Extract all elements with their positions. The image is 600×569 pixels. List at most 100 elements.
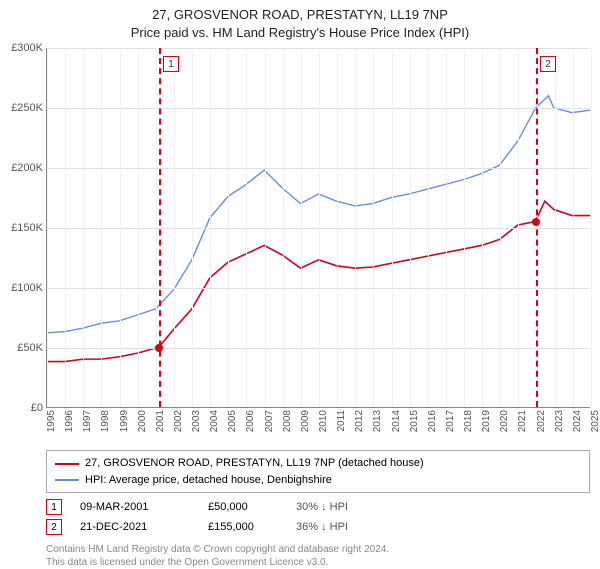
chart-plot-area: £0£50K£100K£150K£200K£250K£300K12: [46, 48, 590, 408]
x-gridline: [265, 48, 266, 407]
event-delta: 36% ↓ HPI: [296, 521, 396, 533]
x-gridline: [283, 48, 284, 407]
x-tick-label: 2000: [137, 410, 148, 432]
y-tick-label: £250K: [11, 102, 43, 114]
x-tick-label: 1996: [64, 410, 75, 432]
event-price: £155,000: [208, 521, 278, 533]
x-gridline: [228, 48, 229, 407]
x-gridline: [591, 48, 592, 407]
legend-swatch-2: [55, 479, 79, 481]
title-block: 27, GROSVENOR ROAD, PRESTATYN, LL19 7NP …: [0, 0, 600, 44]
y-tick-label: £100K: [11, 282, 43, 294]
x-gridline: [319, 48, 320, 407]
x-gridline: [428, 48, 429, 407]
x-gridline: [464, 48, 465, 407]
event-delta: 30% ↓ HPI: [296, 501, 396, 513]
x-tick-label: 2006: [245, 410, 256, 432]
events-table: 1 09-MAR-2001 £50,000 30% ↓ HPI 2 21-DEC-2021…: [46, 497, 590, 537]
event-line-2: [536, 48, 538, 407]
y-tick-label: £50K: [17, 342, 43, 354]
footer: Contains HM Land Registry data © Crown c…: [46, 543, 590, 569]
x-gridline: [120, 48, 121, 407]
x-gridline: [392, 48, 393, 407]
x-tick-label: 2004: [209, 410, 220, 432]
x-gridline: [500, 48, 501, 407]
x-tick-label: 1997: [82, 410, 93, 432]
title-line-2: Price paid vs. HM Land Registry's House …: [0, 24, 600, 42]
y-tick-label: £150K: [11, 222, 43, 234]
x-tick-label: 2025: [590, 410, 600, 432]
legend-label-1: 27, GROSVENOR ROAD, PRESTATYN, LL19 7NP …: [85, 455, 424, 472]
x-gridline: [174, 48, 175, 407]
x-tick-label: 2017: [445, 410, 456, 432]
x-gridline: [83, 48, 84, 407]
x-tick-label: 2022: [536, 410, 547, 432]
x-tick-label: 2010: [318, 410, 329, 432]
legend-box: 27, GROSVENOR ROAD, PRESTATYN, LL19 7NP …: [46, 450, 590, 493]
x-tick-label: 2014: [391, 410, 402, 432]
x-gridline: [192, 48, 193, 407]
x-gridline: [138, 48, 139, 407]
x-tick-label: 1998: [100, 410, 111, 432]
x-tick-label: 2019: [481, 410, 492, 432]
legend-label-2: HPI: Average price, detached house, Denb…: [85, 472, 332, 489]
x-tick-label: 2012: [354, 410, 365, 432]
event-date: 09-MAR-2001: [80, 501, 190, 513]
x-tick-label: 2003: [191, 410, 202, 432]
x-axis-labels: 1995 1996 1997 1998 1999 2000 2001 2002 2003 2004…: [46, 408, 590, 446]
x-tick-label: 1999: [119, 410, 130, 432]
x-gridline: [210, 48, 211, 407]
event-badge-2: 2: [540, 56, 556, 72]
x-gridline: [156, 48, 157, 407]
x-tick-label: 2013: [372, 410, 383, 432]
x-gridline: [337, 48, 338, 407]
x-tick-label: 2024: [572, 410, 583, 432]
footer-line-2: This data is licensed under the Open Gov…: [46, 556, 590, 569]
x-tick-label: 2021: [517, 410, 528, 432]
event-price: £50,000: [208, 501, 278, 513]
event-line-1: [159, 48, 161, 407]
x-gridline: [446, 48, 447, 407]
chart-container: 27, GROSVENOR ROAD, PRESTATYN, LL19 7NP …: [0, 0, 600, 560]
event-row-2: 2 21-DEC-2021 £155,000 36% ↓ HPI: [46, 517, 590, 537]
x-tick-label: 2016: [427, 410, 438, 432]
event-marker-2: [532, 218, 540, 226]
y-tick-label: £200K: [11, 162, 43, 174]
x-gridline: [410, 48, 411, 407]
x-tick-label: 2018: [463, 410, 474, 432]
event-row-1: 1 09-MAR-2001 £50,000 30% ↓ HPI: [46, 497, 590, 517]
y-tick-label: £300K: [11, 42, 43, 54]
x-gridline: [355, 48, 356, 407]
event-date: 21-DEC-2021: [80, 521, 190, 533]
x-tick-label: 2023: [554, 410, 565, 432]
title-line-1: 27, GROSVENOR ROAD, PRESTATYN, LL19 7NP: [0, 6, 600, 24]
legend-row-series-1: 27, GROSVENOR ROAD, PRESTATYN, LL19 7NP …: [55, 455, 581, 472]
x-tick-label: 2002: [173, 410, 184, 432]
x-tick-label: 2009: [300, 410, 311, 432]
x-gridline: [246, 48, 247, 407]
event-row-badge: 2: [46, 519, 62, 535]
x-tick-label: 2005: [227, 410, 238, 432]
x-gridline: [101, 48, 102, 407]
x-tick-label: 1995: [46, 410, 57, 432]
legend-swatch-1: [55, 463, 79, 465]
x-tick-label: 2020: [499, 410, 510, 432]
x-tick-label: 2011: [336, 410, 347, 432]
x-tick-label: 2001: [155, 410, 166, 432]
x-gridline: [373, 48, 374, 407]
footer-line-1: Contains HM Land Registry data © Crown c…: [46, 543, 590, 556]
event-row-badge: 1: [46, 499, 62, 515]
x-gridline: [518, 48, 519, 407]
event-badge-1: 1: [163, 56, 179, 72]
x-gridline: [573, 48, 574, 407]
x-tick-label: 2015: [409, 410, 420, 432]
x-gridline: [301, 48, 302, 407]
x-gridline: [482, 48, 483, 407]
legend-row-series-2: HPI: Average price, detached house, Denb…: [55, 472, 581, 489]
x-gridline: [65, 48, 66, 407]
x-tick-label: 2007: [264, 410, 275, 432]
x-tick-label: 2008: [282, 410, 293, 432]
y-tick-label: £0: [31, 402, 43, 414]
x-gridline: [47, 48, 48, 407]
event-marker-1: [155, 344, 163, 352]
